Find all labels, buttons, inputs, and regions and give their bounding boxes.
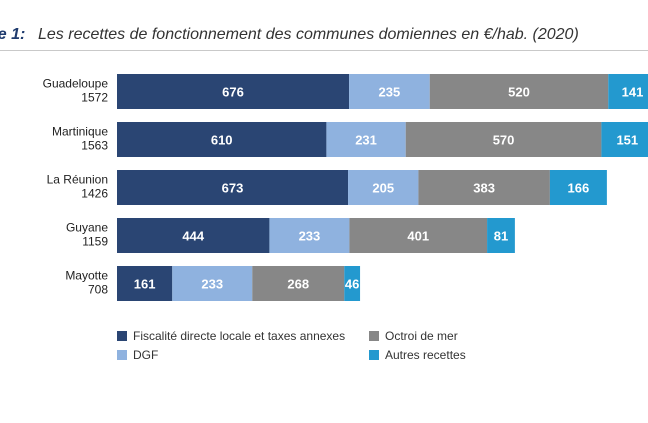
data-label-octroi-guadeloupe: 520 [508,85,530,100]
bar-segment-dgf-guadeloupe [349,74,430,109]
category-label-guyane: Guyane [66,221,108,235]
bar-segment-dgf-martinique [326,122,406,157]
bar-segment-autres-guyane [487,218,515,253]
category-total-guyane: 1159 [82,235,108,249]
data-label-dgf-la-r-union: 205 [372,181,394,196]
category-label-martinique: Martinique [52,125,108,139]
bar-segment-octroi-la-r-union [418,170,550,205]
data-label-fiscalite-guadeloupe: 676 [222,85,244,100]
data-label-dgf-mayotte: 233 [201,277,223,292]
chart-title: Les recettes de fonctionnement des commu… [38,26,579,43]
bar-segment-autres-la-r-union [549,170,607,205]
bar-segment-fiscalite-la-r-union [117,170,349,205]
data-label-fiscalite-mayotte: 161 [134,277,156,292]
data-label-autres-la-r-union: 166 [568,181,590,196]
bar-segment-octroi-mayotte [252,266,345,301]
bar-segment-octroi-guyane [349,218,488,253]
bar-segment-octroi-martinique [405,122,602,157]
category-total-mayotte: 708 [88,283,108,297]
bar-segment-fiscalite-martinique [117,122,327,157]
data-label-fiscalite-la-r-union: 673 [222,181,244,196]
category-total-guadeloupe: 1572 [81,91,108,105]
bar-segment-autres-guadeloupe [608,74,648,109]
data-label-octroi-guyane: 401 [407,229,429,244]
category-total-martinique: 1563 [81,139,108,153]
bar-segment-dgf-mayotte [172,266,253,301]
category-total-la-r-union: 1426 [81,187,108,201]
bar-segment-dgf-guyane [269,218,350,253]
bar-segment-fiscalite-mayotte [117,266,173,301]
category-label-la-r-union: La Réunion [47,173,108,187]
bar-segment-fiscalite-guyane [117,218,270,253]
bar-segment-autres-mayotte [344,266,361,301]
data-label-dgf-guadeloupe: 235 [379,85,401,100]
data-label-octroi-martinique: 570 [493,133,515,148]
data-label-fiscalite-guyane: 444 [182,229,204,244]
bar-segment-autres-martinique [601,122,648,157]
data-label-autres-mayotte: 46 [345,277,359,292]
bar-segment-octroi-guadeloupe [429,74,609,109]
data-label-autres-guyane: 81 [494,229,508,244]
data-label-dgf-martinique: 231 [355,133,377,148]
category-label-guadeloupe: Guadeloupe [43,77,109,91]
data-label-autres-guadeloupe: 141 [622,85,644,100]
data-label-dgf-guyane: 233 [299,229,321,244]
bar-segment-dgf-la-r-union [348,170,419,205]
data-label-autres-martinique: 151 [616,133,638,148]
bar-segment-fiscalite-guadeloupe [117,74,350,109]
category-label-mayotte: Mayotte [65,269,108,283]
data-label-octroi-mayotte: 268 [287,277,309,292]
data-label-octroi-la-r-union: 383 [473,181,495,196]
chart-title-bar: ue 1: Les recettes de fonctionnement des… [0,26,648,51]
data-label-fiscalite-martinique: 610 [211,133,233,148]
figure-number: ue 1: [0,26,26,43]
